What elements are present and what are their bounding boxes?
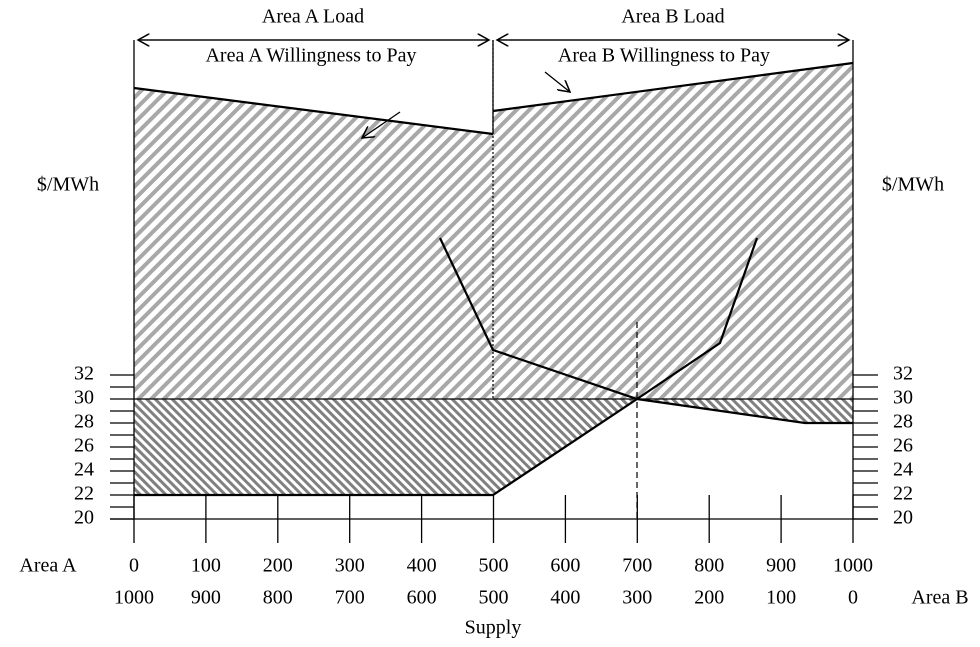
x-tick-label-b: 1000: [114, 587, 154, 609]
x-tick-label-b: 600: [407, 587, 437, 609]
y-tick-label: 30: [893, 387, 913, 409]
area-a-load: Area A Load: [262, 6, 364, 28]
x-label: Supply: [465, 617, 522, 639]
x-tick-label-a: 1000: [833, 555, 873, 577]
x-tick-label-b: 800: [263, 587, 293, 609]
x-tick-label-b: 400: [550, 587, 580, 609]
y-tick-label: 24: [893, 459, 913, 481]
x-tick-label-b: 0: [848, 587, 858, 609]
y-tick-label: 30: [74, 387, 94, 409]
curves: [110, 40, 878, 520]
x-tick-label-a: 800: [694, 555, 724, 577]
y-tick-label: 26: [74, 435, 94, 457]
x-tick-label-b: 700: [335, 587, 365, 609]
x-tick-label-a: 600: [550, 555, 580, 577]
x-tick-label-b: 500: [479, 587, 509, 609]
x-tick-label-a: 900: [766, 555, 796, 577]
area-b-load: Area B Load: [621, 6, 724, 28]
area-b-wtp: Area B Willingness to Pay: [558, 45, 770, 67]
x-tick-label-b: 200: [694, 587, 724, 609]
x-tick-label-b: 900: [191, 587, 221, 609]
x-tick-label-a: 700: [622, 555, 652, 577]
hatched-areas: [134, 63, 853, 495]
y-tick-label: 26: [893, 435, 913, 457]
area-a-wtp: Area A Willingness to Pay: [205, 45, 416, 67]
y-tick-label: 32: [74, 363, 94, 385]
x-tick-label-a: 100: [191, 555, 221, 577]
x-tick-label-a: 0: [129, 555, 139, 577]
area-a-label: Area A: [19, 555, 77, 577]
x-tick-label-b: 300: [622, 587, 652, 609]
y-tick-label: 28: [74, 411, 94, 433]
y-tick-label: 28: [893, 411, 913, 433]
area-b-label: Area B: [911, 587, 968, 609]
x-tick-label-a: 200: [263, 555, 293, 577]
x-tick-label-a: 300: [335, 555, 365, 577]
x-tick-label-b: 100: [766, 587, 796, 609]
y-tick-label: 22: [74, 483, 94, 505]
x-tick-label-a: 500: [479, 555, 509, 577]
y-tick-label: 20: [74, 507, 94, 529]
y-tick-label: 32: [893, 363, 913, 385]
y-label-right: $/MWh: [882, 174, 944, 196]
x-tick-label-a: 400: [407, 555, 437, 577]
y-label-left: $/MWh: [37, 174, 99, 196]
y-tick-label: 22: [893, 483, 913, 505]
y-tick-label: 20: [893, 507, 913, 529]
y-tick-label: 24: [74, 459, 94, 481]
